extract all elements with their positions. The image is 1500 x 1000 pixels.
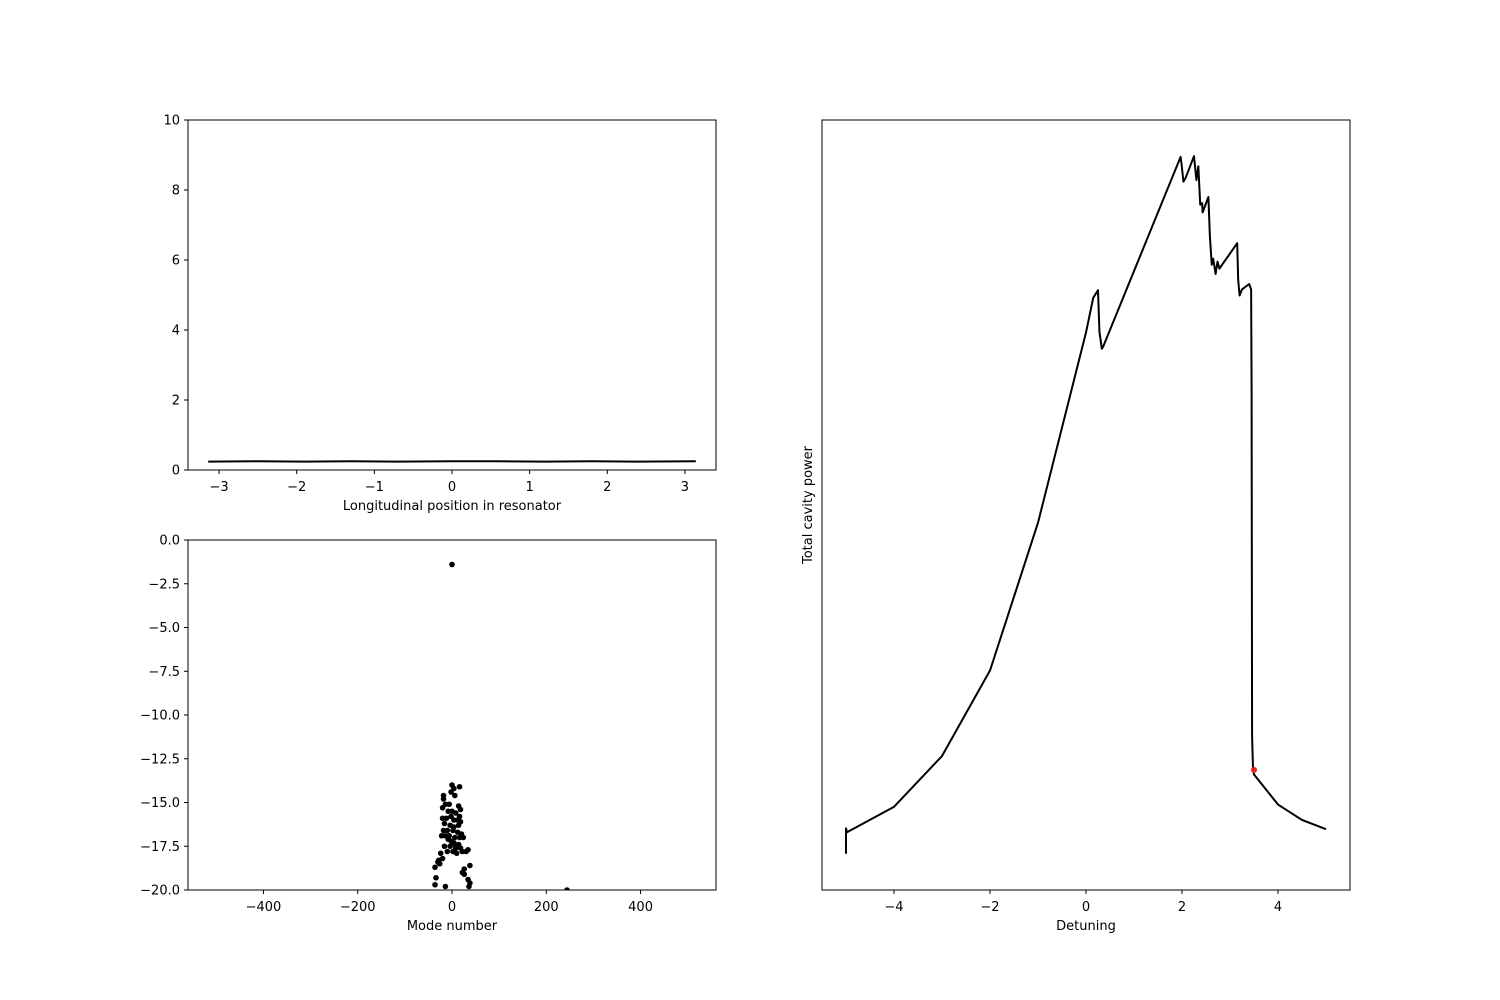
- mode-point: [444, 827, 451, 834]
- x-tick-label: 4: [1274, 900, 1282, 915]
- x-tick-label: −1: [365, 480, 384, 495]
- mode-point: [450, 827, 456, 834]
- mode-point: [447, 843, 453, 850]
- x-tick-label: −3: [209, 480, 228, 495]
- mode-point: [461, 871, 468, 878]
- current-detuning-marker: [1251, 766, 1257, 773]
- y-tick-label: 10: [163, 114, 180, 129]
- mode-point: [439, 804, 446, 811]
- y-tick-label: 6: [172, 254, 180, 269]
- y-tick-label: −2.5: [148, 577, 180, 592]
- mode-point: [452, 792, 458, 799]
- x-tick-label: 2: [1178, 900, 1186, 915]
- x-tick-label: −400: [246, 900, 282, 915]
- mode-point: [441, 820, 448, 827]
- mode-point: [455, 822, 462, 829]
- mode-point: [457, 806, 464, 813]
- mode-point: [453, 850, 460, 857]
- y-tick-label: 4: [172, 324, 180, 339]
- mode-point: [467, 862, 473, 869]
- mode-point: [452, 810, 459, 816]
- y-tick-label: 2: [172, 394, 180, 409]
- mode-point: [442, 883, 449, 890]
- x-axis-label: Mode number: [407, 919, 498, 934]
- mode-point: [436, 857, 442, 864]
- mode-point: [432, 881, 438, 888]
- mode-point: [466, 883, 472, 890]
- x-tick-label: 0: [1082, 900, 1090, 915]
- mode-point: [443, 815, 450, 822]
- mode-point: [438, 832, 445, 839]
- series-line: [845, 155, 1327, 854]
- x-tick-label: 0: [448, 900, 456, 915]
- y-tick-label: −10.0: [140, 709, 180, 724]
- x-tick-label: 400: [628, 900, 653, 915]
- y-tick-label: −5.0: [148, 621, 180, 636]
- mode-point: [449, 561, 455, 568]
- x-tick-label: 0: [448, 480, 456, 495]
- mode-point: [448, 789, 454, 795]
- resonator-profile-plot: −3 −2 −1 0 1 2 3 0 2 4 6 8 10 Longitudinal position i…: [163, 114, 717, 514]
- y-axis-label: Total cavity power: [801, 445, 816, 565]
- cavity-power-plot: −4 −2 0 2 4 Detuning Total cavity power: [801, 119, 1351, 934]
- x-tick-label: −4: [884, 900, 903, 915]
- y-tick-label: −20.0: [140, 884, 180, 899]
- mode-point: [460, 834, 467, 841]
- x-tick-label: 1: [526, 480, 534, 495]
- mode-point: [444, 848, 451, 855]
- y-tick-label: −17.5: [140, 840, 180, 855]
- y-tick-label: 0.0: [159, 534, 180, 549]
- mode-point: [448, 838, 454, 844]
- mode-point: [441, 843, 448, 850]
- x-tick-label: −200: [340, 900, 376, 915]
- x-tick-label: 3: [681, 480, 689, 495]
- x-tick-label: 200: [534, 900, 559, 915]
- mode-point: [456, 783, 463, 790]
- y-tick-label: −7.5: [148, 665, 180, 680]
- mode-point: [433, 874, 439, 881]
- mode-spectrum-plot: −400 −200 0 200 400 0.0 −2.5 −5.0 −7.5 −10.0 −12.5…: [140, 534, 717, 934]
- mode-point: [452, 834, 458, 841]
- mode-point: [437, 850, 444, 857]
- axes-frame: [187, 119, 717, 471]
- axes-frame: [821, 119, 1351, 891]
- mode-point: [440, 796, 447, 802]
- mode-point: [564, 887, 570, 890]
- mode-point: [463, 848, 469, 855]
- x-tick-label: −2: [980, 900, 999, 915]
- axes-frame: [187, 539, 717, 891]
- mode-point: [452, 843, 459, 850]
- x-axis-label: Detuning: [1056, 919, 1116, 934]
- y-tick-label: −15.0: [140, 796, 180, 811]
- x-tick-label: 2: [603, 480, 611, 495]
- x-tick-label: −2: [287, 480, 306, 495]
- y-tick-label: 8: [172, 184, 180, 199]
- mode-point: [432, 864, 438, 871]
- y-tick-label: 0: [172, 464, 180, 479]
- mode-point: [446, 801, 452, 808]
- x-axis-label: Longitudinal position in resonator: [343, 499, 562, 514]
- y-tick-label: −12.5: [140, 752, 180, 767]
